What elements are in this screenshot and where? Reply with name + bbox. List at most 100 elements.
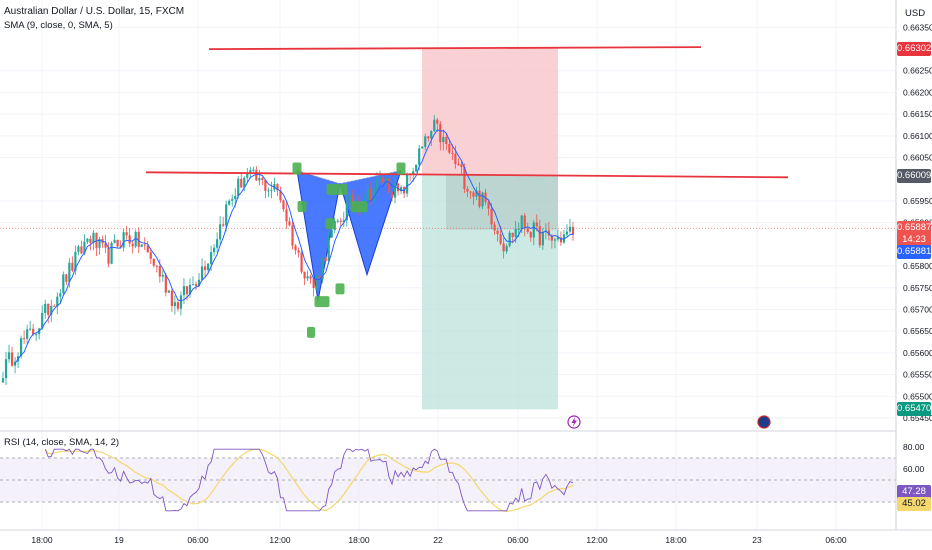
- candle-body: [122, 232, 125, 248]
- candle-body: [1, 378, 5, 383]
- candle-body: [13, 361, 17, 366]
- pattern-point-badge[interactable]: [314, 296, 330, 308]
- sma-price-tag: 0.65881: [897, 245, 932, 259]
- candle-body: [387, 178, 391, 192]
- candle-body: [23, 338, 26, 340]
- pattern-point-badge[interactable]: [292, 162, 302, 175]
- candle-body: [74, 251, 77, 271]
- candle-body: [228, 200, 231, 205]
- pattern-point-badge[interactable]: [297, 200, 307, 212]
- candle-body: [137, 231, 140, 247]
- pattern-point-badge[interactable]: [325, 218, 335, 230]
- candle-body: [399, 187, 403, 192]
- candle-body: [406, 173, 409, 194]
- candle-body: [267, 190, 270, 192]
- rsi-axis[interactable]: 80.00 60.00: [903, 442, 925, 474]
- candle-body: [213, 247, 216, 253]
- currency-label[interactable]: USD: [905, 8, 926, 19]
- candle-body: [258, 178, 261, 181]
- candle-body: [206, 263, 210, 271]
- candle-body: [460, 164, 463, 168]
- candle-body: [393, 183, 397, 198]
- price-tick-label: 0.65450: [903, 413, 932, 423]
- candle-body: [62, 274, 65, 294]
- candle-body: [255, 169, 258, 181]
- candle-body: [285, 209, 288, 222]
- candle-body: [478, 190, 481, 207]
- candle-body: [107, 247, 110, 264]
- price-tick-label: 0.66050: [903, 153, 932, 163]
- pattern-point-badge[interactable]: [335, 283, 345, 295]
- candle-body: [86, 238, 89, 242]
- candle-body: [252, 169, 255, 171]
- candle-body: [547, 230, 550, 236]
- candle-body: [466, 188, 469, 192]
- candle-body: [80, 246, 83, 254]
- candle-body: [339, 220, 342, 222]
- price-tick-label: 0.66100: [903, 131, 932, 141]
- candle-body: [276, 184, 279, 191]
- candle-body: [89, 238, 92, 243]
- candle-body: [384, 178, 388, 183]
- price-tick-label: 0.66250: [903, 66, 932, 76]
- candle-body: [369, 188, 373, 201]
- candle-body: [47, 303, 50, 315]
- candle-body: [19, 338, 23, 357]
- candle-body: [26, 329, 29, 339]
- time-tick-label: 06:00: [507, 535, 529, 545]
- pattern-point-badge[interactable]: [326, 183, 348, 195]
- candle-body: [294, 245, 297, 251]
- price-tick-label: 0.66150: [903, 109, 932, 119]
- event-icons: [567, 415, 771, 429]
- time-tick-label: 12:00: [586, 535, 608, 545]
- candle-body: [433, 119, 436, 131]
- candle-body: [336, 220, 339, 222]
- rsi-legend[interactable]: RSI (14, close, SMA, 14, 2): [4, 437, 120, 448]
- bar-countdown-tag: 14:23: [897, 233, 931, 247]
- flag-event-icon[interactable]: [757, 415, 771, 429]
- candle-body: [415, 164, 418, 172]
- pattern-triangle-xab: [297, 170, 340, 301]
- resistance-price-tag: 0.66009: [897, 169, 932, 183]
- sma-legend[interactable]: SMA (9, close, 0, SMA, 5): [4, 20, 113, 31]
- price-tick-label: 0.65700: [903, 304, 932, 314]
- candle-body: [291, 225, 294, 246]
- candle-body: [68, 262, 71, 282]
- symbol-title[interactable]: Australian Dollar / U.S. Dollar, 15, FXC…: [4, 6, 185, 17]
- pattern-point-labels[interactable]: [292, 162, 406, 338]
- candle-body: [342, 220, 345, 222]
- candle-body: [463, 167, 466, 189]
- candle-body: [309, 276, 312, 279]
- resistance-line-lower[interactable]: [145, 171, 789, 179]
- candle-body: [131, 243, 134, 247]
- candle-body: [568, 226, 572, 232]
- candle-body: [412, 171, 415, 175]
- time-tick-label: 19: [114, 535, 124, 545]
- candle-body: [161, 274, 164, 277]
- pattern-point-badge[interactable]: [307, 326, 315, 338]
- candle-body: [351, 195, 354, 207]
- harmonic-pattern[interactable]: [296, 170, 402, 301]
- time-axis[interactable]: 18:00 19 06:00 12:00 18:00 22 06:00 12:00 18:00 2…: [31, 535, 847, 545]
- candle-body: [32, 328, 35, 335]
- candle-body: [499, 234, 502, 244]
- resistance-line-upper[interactable]: [208, 46, 702, 51]
- time-tick-label: 22: [433, 535, 443, 545]
- pattern-point-badge[interactable]: [350, 201, 368, 213]
- candle-body: [318, 276, 321, 279]
- candle-body: [442, 136, 445, 143]
- candle-body: [185, 286, 189, 295]
- candle-body: [59, 293, 62, 297]
- stop-loss-zone[interactable]: [422, 48, 558, 176]
- candle-body: [56, 296, 59, 307]
- pattern-point-badge[interactable]: [396, 162, 406, 175]
- candle-body: [194, 284, 198, 286]
- candle-body: [487, 202, 490, 209]
- sma-line: [14, 129, 574, 364]
- take-profit-zone[interactable]: [422, 175, 558, 410]
- candle-body: [312, 278, 315, 289]
- rsi-line: [44, 448, 574, 512]
- candle-body: [538, 226, 541, 246]
- candle-body: [104, 243, 107, 248]
